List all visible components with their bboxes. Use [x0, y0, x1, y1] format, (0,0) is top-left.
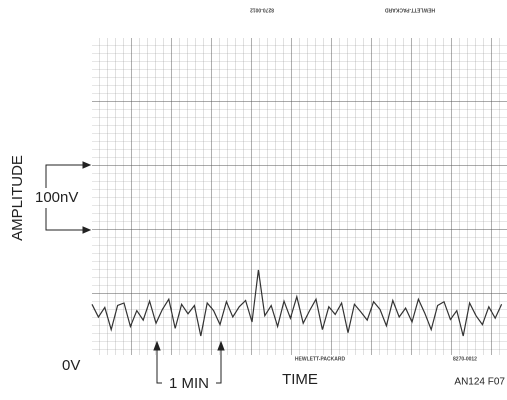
trace — [91, 269, 503, 337]
time-bracket — [153, 340, 225, 384]
paper-print: HEWLETT-PACKARD — [385, 7, 436, 13]
paper-print: HEWLETT-PACKARD — [295, 356, 346, 362]
paper-print: 8270-0012 — [453, 356, 477, 362]
scale-arrows — [45, 161, 92, 234]
figure-id: AN124 F07 — [454, 377, 505, 388]
paper-print: 8270-0012 — [250, 7, 274, 13]
zero-label: 0V — [62, 357, 80, 374]
x-axis-label: TIME — [282, 371, 318, 388]
y-axis-label: AMPLITUDE — [9, 155, 26, 241]
scale-label: 100nV — [35, 189, 78, 206]
grid-major — [92, 38, 507, 355]
time-scale-label: 1 MIN — [169, 375, 209, 392]
